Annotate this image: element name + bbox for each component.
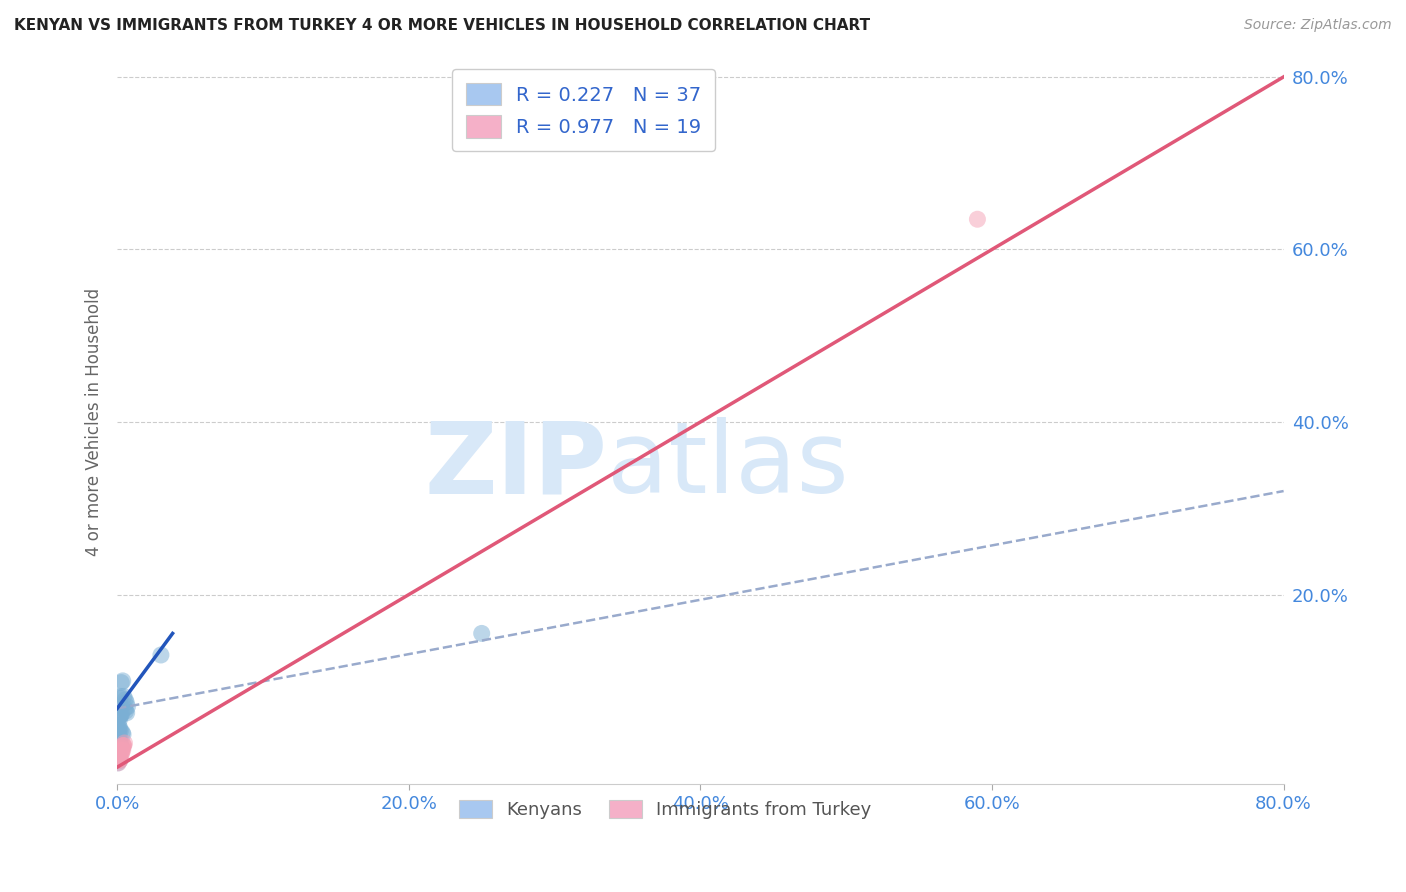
Point	[114, 693, 136, 707]
Point	[114, 704, 136, 718]
Point	[108, 751, 131, 765]
Point	[108, 736, 131, 750]
Point	[108, 753, 131, 767]
Text: ZIP: ZIP	[425, 417, 607, 514]
Point	[107, 741, 129, 756]
Y-axis label: 4 or more Vehicles in Household: 4 or more Vehicles in Household	[86, 288, 103, 556]
Point	[111, 725, 134, 739]
Legend: Kenyans, Immigrants from Turkey: Kenyans, Immigrants from Turkey	[453, 792, 879, 826]
Point	[114, 736, 136, 750]
Point	[115, 706, 138, 720]
Point	[111, 743, 134, 757]
Point	[108, 722, 131, 736]
Point	[111, 727, 134, 741]
Point	[107, 753, 129, 767]
Point	[110, 708, 132, 723]
Point	[111, 673, 134, 688]
Point	[108, 730, 131, 744]
Point	[111, 745, 134, 759]
Point	[108, 753, 131, 767]
Point	[107, 734, 129, 748]
Point	[117, 699, 139, 714]
Point	[107, 747, 129, 762]
Point	[107, 719, 129, 733]
Point	[108, 710, 131, 724]
Point	[110, 739, 132, 753]
Point	[149, 648, 172, 662]
Point	[107, 756, 129, 770]
Point	[108, 708, 131, 723]
Point	[110, 706, 132, 721]
Point	[471, 626, 494, 640]
Point	[112, 739, 135, 753]
Point	[115, 696, 138, 710]
Point	[108, 751, 131, 765]
Point	[110, 745, 132, 759]
Point	[108, 749, 131, 764]
Point	[112, 690, 135, 704]
Point	[107, 745, 129, 759]
Point	[108, 747, 131, 762]
Point	[111, 741, 134, 756]
Point	[112, 739, 135, 753]
Text: KENYAN VS IMMIGRANTS FROM TURKEY 4 OR MORE VEHICLES IN HOUSEHOLD CORRELATION CHA: KENYAN VS IMMIGRANTS FROM TURKEY 4 OR MO…	[14, 18, 870, 33]
Text: atlas: atlas	[607, 417, 849, 514]
Point	[107, 732, 129, 747]
Point	[110, 675, 132, 690]
Point	[108, 751, 131, 765]
Point	[114, 701, 136, 715]
Point	[111, 739, 134, 753]
Point	[966, 212, 988, 227]
Point	[108, 725, 131, 739]
Point	[108, 749, 131, 764]
Point	[107, 756, 129, 770]
Text: Source: ZipAtlas.com: Source: ZipAtlas.com	[1244, 18, 1392, 32]
Point	[107, 722, 129, 736]
Point	[110, 690, 132, 704]
Point	[108, 691, 131, 706]
Point	[110, 751, 132, 765]
Point	[110, 743, 132, 757]
Point	[110, 747, 132, 762]
Point	[110, 723, 132, 738]
Point	[108, 713, 131, 727]
